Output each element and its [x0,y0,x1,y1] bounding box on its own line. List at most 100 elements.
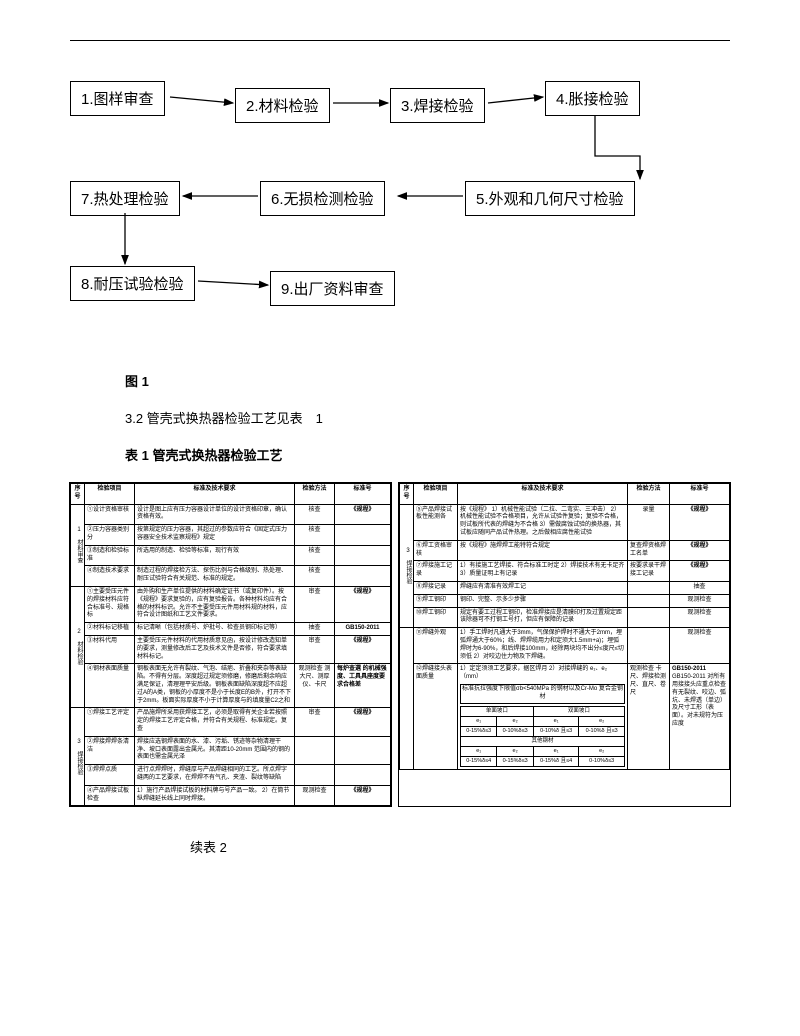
cell: ①焊接工艺评定 [85,708,135,736]
cell: 1）有接施工艺焊接、符合标准工时定 2）焊接技术有无卡足齐 3）质量证明上有记录 [458,561,628,582]
mc: 0-15%δ 且≤4 [533,757,579,767]
mc: e₂ [579,716,625,726]
cat2: 2 材料检验 [71,586,85,707]
cell: 由外购和生产单位提供的材料确定证书（或复印件）。按《规程》要求复验的，应有复验报… [135,586,295,622]
cell: ⑫焊缝接头表面质量 [414,664,458,770]
cell: 观测检查 [670,594,730,607]
cell: ④钢材表面质量 [85,664,135,708]
cell: ⑤产品焊接试板性能测各 [414,504,458,540]
th-seq: 序号 [71,484,85,505]
cell: 制造过程的焊接检方法、探伤比例与合格级别、热处理、耐压试验符合有关规范、标准的规… [135,566,295,587]
cell: 核查 [295,504,335,525]
cell: ⑨焊工钢印 [414,594,458,607]
cell: GB150-2011 GB150-2011 对所有用接接头应重点检查有无裂纹、咬… [670,664,730,770]
cell [335,545,391,566]
th-std: 标准号 [335,484,391,505]
node-8: 8.耐压试验检验 [70,266,195,301]
cell: ⑥焊工资格审核 [414,540,458,561]
mc: 0-10%δ≤3 [497,726,533,736]
th-req: 标准及技术要求 [458,484,628,505]
cell [628,607,670,628]
mc: 0-15%δ≤3 [497,757,533,767]
mc: e₂ [579,747,625,757]
cat3b: 3 焊接检验 [400,504,414,628]
cell: ④制造技术要求 [85,566,135,587]
cell: 观测检查 卡尺、焊接检测尺、直尺、卷尺 [628,664,670,770]
cell: 按要求录干焊接工记录 [628,561,670,582]
mc: e₁ [461,716,497,726]
tables-row: 序号 检验项目 标准及技术要求 检验方法 标准号 1 材料审查 ①设计资格审核 … [70,482,730,807]
cell: ①设计资格审核 [85,504,135,525]
cell [335,525,391,546]
cell [628,581,670,594]
node-6: 6.无损检测检验 [260,181,385,216]
th-seq: 序号 [400,484,414,505]
cell: 《规程》 [670,504,730,540]
cat3: 3 焊接检验 [71,708,85,806]
cell [628,594,670,607]
cell: 复查焊资格焊工名单 [628,540,670,561]
cell-std: GB150-2011 [672,666,706,672]
cell: 审查 [295,708,335,736]
cell-note: GB150-2011 对所有用接接头应重点检查有无裂纹、咬边、弧坑、未焊透（单边… [672,674,726,727]
mini-title: 标准抗拉强度下限值σb<540MPa 的钢材以及Cr-Mo 复合金钢材 [460,684,625,704]
cell: 观测检查 [670,628,730,664]
cell [335,566,391,587]
cell: 规定有要工过程工钢印，检准焊接应是清膜印打及过置规定距该除器可不打钢工号打，但应… [458,607,628,628]
cell: 1）手工焊时凡通大于3mm，气保保护焊时不通大于2mm，埋弧焊通大于60%；线、… [458,628,628,664]
mh: 单面坡口 [461,706,534,716]
cell: 《规程》 [335,635,391,663]
cell [295,765,335,786]
cell: 《规程》 [335,708,391,736]
continue-text: 续表 2 [190,837,730,856]
mc: e₂ [497,716,533,726]
cell: ②焊接焊焊条清洁 [85,736,135,764]
cell: 钢印、完整、示多少步骤 [458,594,628,607]
cell [335,765,391,786]
cell [335,736,391,764]
mc: e₁ [533,747,579,757]
cell: 每炉查選 的机械强度、工具具座度要求合格差 [335,664,391,708]
cell: 按《规程》施焊焊工能特符合规定 [458,540,628,561]
cell: 《规程》 [670,540,730,561]
cell: 观测检查 [295,785,335,806]
mc: 0-10%δ≤3 [579,757,625,767]
cell: 《规程》 [335,586,391,622]
cell: ②材料标记移植 [85,623,135,636]
cell: ⑦焊接施工记录 [414,561,458,582]
node-2: 2.材料检验 [235,88,330,123]
cell: 产品施焊所采用获焊接工艺，必须是取得有关企业若按照定的焊接工艺评定合格，并符合有… [135,708,295,736]
th-method: 检验方法 [295,484,335,505]
table-right: 序号 检验项目 标准及技术要求 检验方法 标准号 3 焊接检验 ⑤产品焊接试板性… [398,482,731,807]
cell: ①主要受压元件的焊接材料应符合标准号、规格标 [85,586,135,622]
section-text: 3.2 管壳式换热器检验工艺见表 1 [125,408,730,427]
cell: 《规程》 [670,561,730,582]
cell: 抽查 [295,623,335,636]
cat1: 1 材料审查 [71,504,85,586]
cell: 1）施行产品焊接试板的材料牌与号产品一致。 2）在筒节纵焊缝延长线上同时焊接。 [135,785,295,806]
cell: 核查 [295,525,335,546]
th-item: 检验项目 [85,484,135,505]
cell: 核查 [295,566,335,587]
flowchart: 1.图样审查 2.材料检验 3.焊接检验 4.胀接检验 7.热处理检验 6.无损… [70,81,730,341]
cell: GB150-2011 [335,623,391,636]
cell: 录量 [628,504,670,540]
th-std: 标准号 [670,484,730,505]
cell: 核查 [295,545,335,566]
mc: e₁ [461,747,497,757]
cell: ⑩焊工钢印 [414,607,458,628]
mc: e₂ [497,747,533,757]
fig-caption: 图 1 [125,371,730,390]
node-1: 1.图样审查 [70,81,165,116]
mh: 双面坡口 [533,706,624,716]
cell: ⑧焊接记录 [414,581,458,594]
node-5: 5.外观和几何尺寸检验 [465,181,635,216]
mini-table: 单面坡口双面坡口 e₁ e₂ e₁ e₂ 0-15%δ≤3 0-10%δ≤3 0… [460,706,625,768]
cell: 《规程》 [335,504,391,525]
mc: 0-15%δ≤4 [461,757,497,767]
mc: 0-10%δ 且≤3 [579,726,625,736]
cell: 设计是图上应有压力容器设计单位的设计资格印章，确认资格有效。 [135,504,295,525]
cell: 所选用的制造、检验等标准，现行有效 [135,545,295,566]
cell: ③焊焊点质 [85,765,135,786]
th-req: 标准及技术要求 [135,484,295,505]
